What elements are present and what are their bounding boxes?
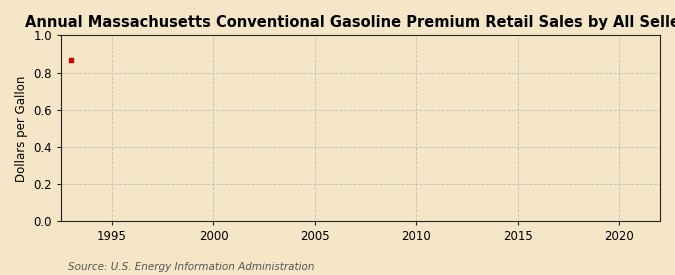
Y-axis label: Dollars per Gallon: Dollars per Gallon: [15, 75, 28, 182]
Text: Source: U.S. Energy Information Administration: Source: U.S. Energy Information Administ…: [68, 262, 314, 272]
Title: Annual Massachusetts Conventional Gasoline Premium Retail Sales by All Sellers: Annual Massachusetts Conventional Gasoli…: [25, 15, 675, 30]
